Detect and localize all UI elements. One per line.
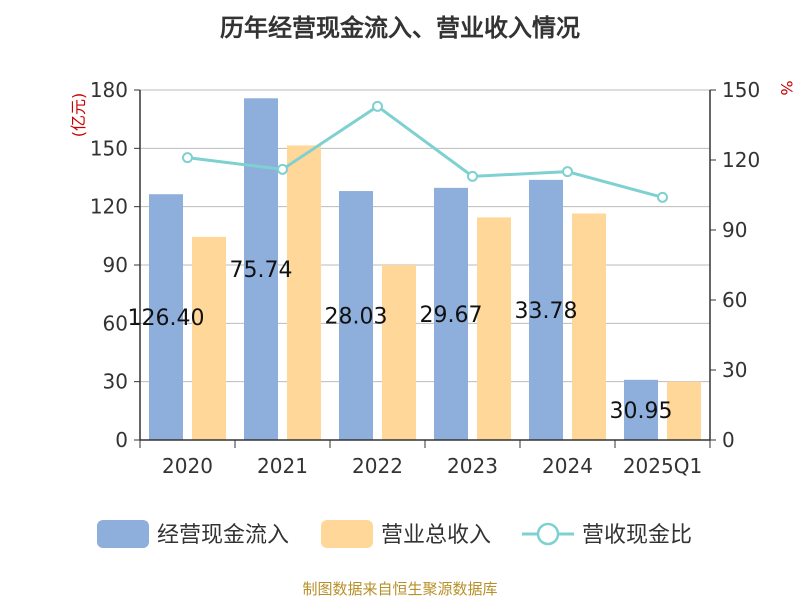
data-label-cash-inflow: 30.95 (610, 399, 673, 424)
bars (149, 98, 701, 441)
chart-title: 历年经营现金流入、营业收入情况 (220, 14, 580, 42)
y-left-tick-label: 120 (90, 195, 128, 219)
data-labels: 126.40 75.74 28.03 29.67 33.78 30.95 (128, 258, 673, 424)
bar-revenue (667, 381, 701, 440)
bar-revenue (287, 145, 321, 440)
bar-cash-inflow (339, 191, 373, 440)
y-right-unit-label: % (777, 80, 796, 95)
ratio-point (657, 191, 668, 203)
bar-cash-inflow (244, 98, 278, 441)
y-left-unit-label: (亿元) (69, 93, 88, 138)
legend-swatch-cash-inflow (97, 520, 149, 548)
y-left-tick-label: 60 (103, 311, 128, 335)
legend: 经营现金流入 营业总收入 营收现金比 (97, 520, 692, 548)
ratio-point (182, 152, 193, 164)
y-left-tick-label: 0 (115, 428, 128, 452)
y-left-tick-label: 90 (103, 253, 128, 277)
legend-swatch-ratio-marker (536, 522, 560, 546)
gridlines (140, 89, 710, 383)
legend-label-cash-inflow: 经营现金流入 (157, 523, 289, 548)
legend-label-ratio: 营收现金比 (582, 523, 692, 548)
y-left-tick-label: 30 (103, 370, 128, 394)
bar-cash-inflow (434, 187, 468, 440)
x-tick-label: 2021 (257, 454, 308, 478)
source-note: 制图数据来自恒生聚源数据库 (302, 580, 498, 598)
ratio-point (467, 170, 478, 182)
ratio-line (187, 104, 663, 199)
ratio-point (372, 100, 383, 112)
bar-revenue (477, 217, 511, 440)
y-right-tick-label: 150 (722, 78, 760, 102)
bar-revenue (572, 213, 606, 440)
x-tick-label: 2020 (162, 454, 213, 478)
ratio-point (562, 166, 573, 178)
y-right-tick-label: 0 (722, 428, 735, 452)
bar-cash-inflow (529, 179, 563, 440)
bar-revenue (192, 236, 226, 440)
data-label-cash-inflow: 28.03 (325, 305, 388, 330)
x-tick-label: 2025Q1 (623, 454, 702, 478)
y-right-tick-label: 120 (722, 148, 760, 172)
bar-cash-inflow (624, 379, 658, 440)
bar-revenue (382, 265, 416, 440)
legend-swatch-revenue (321, 520, 373, 548)
ratio-point (277, 163, 288, 175)
x-tick-label: 2023 (447, 454, 498, 478)
y-left-tick-label: 150 (90, 136, 128, 160)
y-right-tick-label: 30 (722, 358, 747, 382)
data-label-cash-inflow: 75.74 (230, 258, 293, 283)
data-label-cash-inflow: 126.40 (128, 306, 205, 331)
y-left-tick-label: 180 (90, 78, 128, 102)
ratio-line-group (182, 100, 668, 203)
data-label-cash-inflow: 33.78 (515, 299, 578, 324)
legend-label-revenue: 营业总收入 (381, 523, 491, 548)
y-right-tick-label: 90 (722, 218, 747, 242)
x-tick-label: 2022 (352, 454, 403, 478)
y-right-tick-label: 60 (722, 288, 747, 312)
x-tick-label: 2024 (542, 454, 593, 478)
bar-cash-inflow (149, 194, 183, 440)
data-label-cash-inflow: 29.67 (420, 303, 483, 328)
